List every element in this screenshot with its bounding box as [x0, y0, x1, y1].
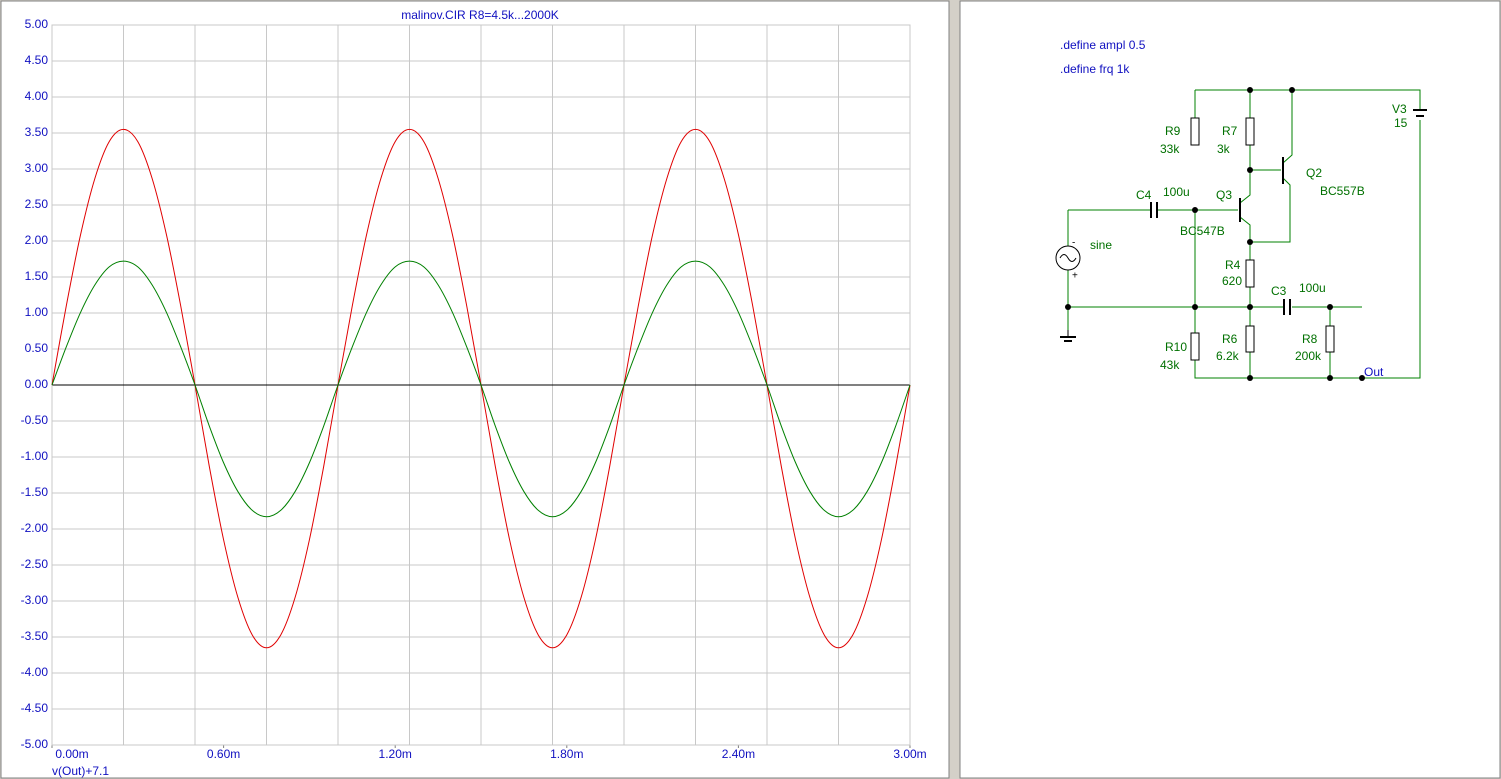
directive: .define ampl 0.5: [1060, 38, 1146, 52]
y-tick-label: 0.50: [25, 341, 49, 355]
schematic-frame: [959, 0, 1501, 779]
component-value: 100u: [1299, 281, 1326, 295]
component-value: 33k: [1160, 142, 1180, 156]
plot-window: malinov.CIR R8=4.5k...2000K v(Out)+7.1 5…: [0, 0, 950, 779]
y-tick-label: -1.50: [21, 485, 49, 499]
y-tick-label: -2.00: [21, 521, 49, 535]
component-name: R7: [1222, 124, 1238, 138]
component-name: R6: [1222, 332, 1238, 346]
y-tick-label: -3.00: [21, 593, 49, 607]
y-tick-label: -2.50: [21, 557, 49, 571]
x-tick-label: 1.80m: [550, 747, 583, 761]
source-label: sine: [1090, 238, 1112, 252]
directive: .define frq 1k: [1060, 62, 1130, 76]
plot-frame: [0, 0, 950, 779]
component-value: 6.2k: [1216, 349, 1240, 363]
y-tick-label: -4.00: [21, 665, 49, 679]
component-value: 3k: [1217, 142, 1231, 156]
component-name: R9: [1165, 124, 1181, 138]
x-tick-label: 3.00m: [893, 747, 926, 761]
component-name: R4: [1225, 258, 1241, 272]
y-tick-label: 4.00: [25, 89, 49, 103]
series-line: [51, 260, 911, 518]
component-value: 43k: [1160, 358, 1180, 372]
component-name: R10: [1165, 340, 1187, 354]
y-tick-label: -1.00: [21, 449, 49, 463]
component-value: 100u: [1163, 185, 1190, 199]
y-tick-label: 3.50: [25, 125, 49, 139]
component-value: 200k: [1295, 349, 1322, 363]
component-value: 620: [1222, 274, 1242, 288]
component-name: C4: [1136, 188, 1152, 202]
component-name: Q3: [1216, 188, 1232, 202]
schematic-window: .define ampl 0.5 .define frq 1k R9 33k R…: [959, 0, 1501, 779]
component-name: V3: [1392, 102, 1407, 116]
x-tick-label: 1.20m: [379, 747, 412, 761]
chart-title: malinov.CIR R8=4.5k...2000K: [401, 8, 559, 22]
node-label: Out: [1364, 365, 1384, 379]
polarity: -: [1072, 238, 1075, 249]
component-value: BC547B: [1180, 224, 1225, 238]
y-tick-label: 2.50: [25, 197, 49, 211]
y-tick-label: 1.50: [25, 269, 49, 283]
x-tick-label: 2.40m: [722, 747, 755, 761]
y-tick-label: -5.00: [21, 737, 49, 751]
y-tick-label: 5.00: [25, 17, 49, 31]
y-tick-label: 2.00: [25, 233, 49, 247]
component-value: BC557B: [1320, 184, 1365, 198]
symbols: [1055, 87, 1427, 381]
x-tick-label: 0.60m: [207, 747, 240, 761]
polarity: +: [1072, 271, 1078, 282]
y-tick-label: 1.00: [25, 305, 49, 319]
component-value: 15: [1394, 116, 1408, 130]
y-tick-label: 0.00: [25, 377, 49, 391]
component-name: R8: [1302, 332, 1318, 346]
component-name: Q2: [1306, 166, 1322, 180]
y-tick-label: 4.50: [25, 53, 49, 67]
y-tick-label: -4.50: [21, 701, 49, 715]
x-tick-label: 0.00m: [55, 747, 88, 761]
component-name: C3: [1271, 284, 1287, 298]
y-expression: v(Out)+7.1: [52, 764, 109, 778]
y-tick-label: 3.00: [25, 161, 49, 175]
y-tick-label: -0.50: [21, 413, 49, 427]
y-tick-label: -3.50: [21, 629, 49, 643]
